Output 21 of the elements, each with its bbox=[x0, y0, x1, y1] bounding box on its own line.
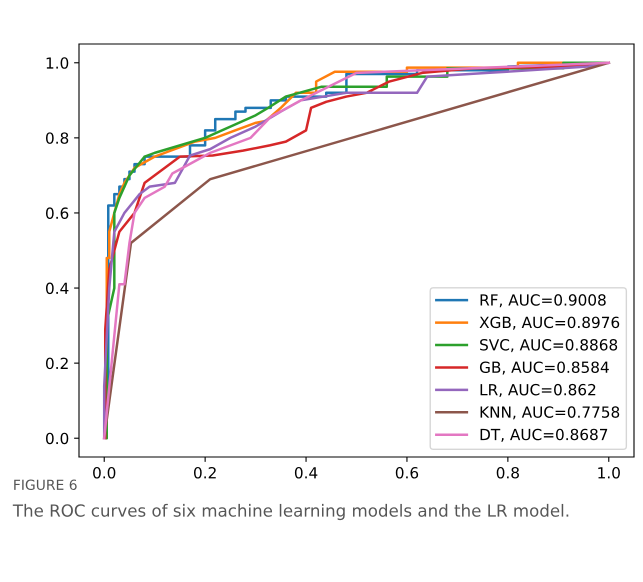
y-tick-label: 0.0 bbox=[46, 432, 68, 444]
x-tick-label: 0.2 bbox=[194, 466, 216, 479]
caption: FIGURE 6 bbox=[14, 480, 77, 490]
legend-label: XGB, AUC=0.8976 bbox=[480, 316, 620, 330]
y-tick-label: 0.8 bbox=[46, 132, 68, 144]
x-tick-label: 0.6 bbox=[396, 466, 418, 479]
legend-label: SVC, AUC=0.8868 bbox=[480, 339, 618, 352]
y-tick-label: 1.0 bbox=[46, 57, 68, 69]
text: The ROC curves of six machine learning models and the LR model. bbox=[12, 504, 568, 520]
x-tick-label: 0.4 bbox=[294, 466, 318, 479]
x-tick-label: 0.0 bbox=[93, 466, 116, 479]
y-tick-label: 0.6 bbox=[46, 207, 68, 219]
legend-label: DT, AUC=0.8687 bbox=[480, 428, 608, 442]
x-tick-label: 1.0 bbox=[598, 466, 620, 479]
legend-label: LR, AUC=0.862 bbox=[480, 384, 596, 397]
y-tick-label: 0.2 bbox=[46, 358, 68, 370]
y-tick-label: 0.4 bbox=[46, 282, 68, 294]
legend-label: GB, AUC=0.8584 bbox=[480, 361, 609, 375]
legend-label: RF, AUC=0.9008 bbox=[480, 294, 606, 308]
x-tick-label: 0.8 bbox=[496, 466, 519, 479]
legend-label: KNN, AUC=0.7758 bbox=[480, 406, 620, 420]
